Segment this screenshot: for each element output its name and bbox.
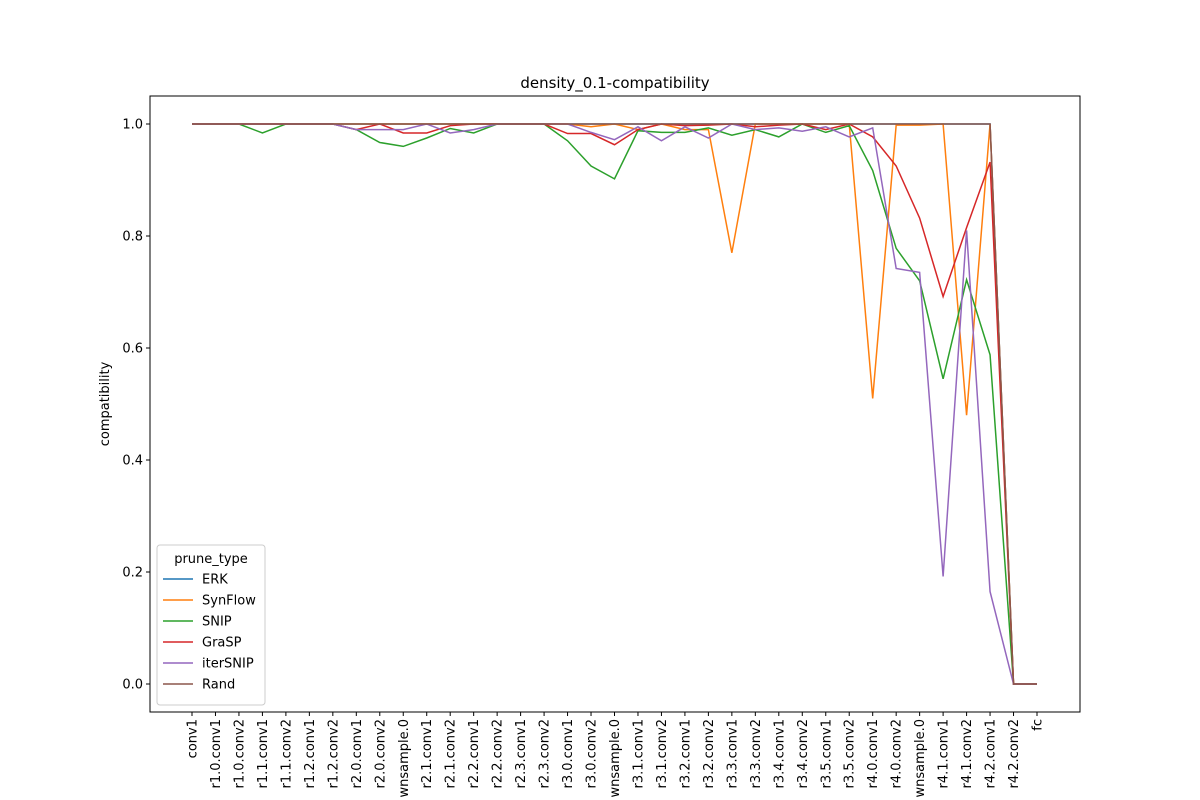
x-tick-label: wnsample.0 [913, 719, 928, 798]
x-tick-label: r1.1.conv2 [279, 719, 294, 788]
x-tick-label: r4.1.conv1 [937, 719, 952, 788]
x-tick-label: r1.2.conv1 [303, 719, 318, 788]
x-tick-label: r3.4.conv2 [796, 719, 811, 788]
y-tick-label: 1.0 [122, 118, 143, 133]
series-line [192, 123, 1037, 685]
x-tick-label: r3.3.conv2 [749, 719, 764, 788]
x-tick-label: r1.2.conv2 [326, 719, 341, 788]
x-tick-label: conv1 [186, 719, 201, 758]
x-tick-label: r3.0.conv2 [585, 719, 600, 788]
legend-label: iterSNIP [202, 657, 254, 672]
x-tick-label: r3.2.conv1 [678, 719, 693, 788]
chart-title: density_0.1-compatibility [520, 74, 709, 93]
x-tick-label: r2.0.conv1 [350, 719, 365, 788]
x-tick-label: r4.1.conv2 [960, 719, 975, 788]
x-tick-label: r3.4.conv1 [772, 719, 787, 788]
series-line [192, 123, 1037, 685]
series-line [192, 123, 1037, 685]
y-tick-label: 0.6 [122, 342, 143, 357]
x-tick-label: r4.0.conv1 [866, 719, 881, 788]
x-tick-label: r4.2.conv2 [1007, 719, 1022, 788]
series-line [192, 123, 1037, 685]
legend-box [156, 544, 266, 706]
legend-label: Rand [202, 678, 235, 693]
x-tick-label: wnsample.0 [608, 719, 623, 798]
legend-label: GraSP [202, 636, 242, 651]
x-tick-label: r2.3.conv2 [538, 719, 553, 788]
x-tick-label: r3.1.conv1 [631, 719, 646, 788]
legend-label: ERK [202, 573, 228, 588]
x-tick-label: r3.3.conv1 [725, 719, 740, 788]
x-tick-label: r1.0.conv1 [209, 719, 224, 788]
x-tick-label: r4.2.conv1 [984, 719, 999, 788]
y-tick-label: 0.2 [122, 566, 143, 581]
x-tick-label: r1.0.conv2 [232, 719, 247, 788]
x-tick-label: r3.0.conv1 [561, 719, 576, 788]
x-tick-label: r1.1.conv1 [256, 719, 271, 788]
y-tick-label: 0.4 [122, 454, 143, 469]
legend-label: SynFlow [202, 594, 256, 609]
x-tick-label: wnsample.0 [397, 719, 412, 798]
x-tick-label: r2.2.conv2 [491, 719, 506, 788]
series-line [192, 123, 1037, 685]
legend-label: SNIP [202, 615, 232, 630]
legend-title: prune_type [174, 552, 248, 567]
x-tick-label: fc [1031, 719, 1046, 731]
series-line [192, 123, 1037, 685]
legend: prune_type ERK SynFlow SNIP GraSP iterSNIP Ran… [156, 544, 266, 706]
x-tick-label: r3.1.conv2 [655, 719, 670, 788]
x-tick-label: r3.5.conv1 [819, 719, 834, 788]
x-tick-label: r4.0.conv2 [890, 719, 905, 788]
x-tick-label: r3.2.conv2 [702, 719, 717, 788]
y-axis-label: compatibility [98, 361, 113, 446]
x-tick-label: r2.1.conv1 [420, 719, 435, 788]
x-tick-label: r2.0.conv2 [373, 719, 388, 788]
x-tick-label: r3.5.conv2 [843, 719, 858, 788]
x-tick-label: r2.1.conv2 [444, 719, 459, 788]
y-tick-label: 0.0 [122, 678, 143, 693]
x-tick-label: r2.2.conv1 [467, 719, 482, 788]
plot-frame [149, 95, 1081, 713]
y-tick-label: 0.8 [122, 230, 143, 245]
x-tick-label: r2.3.conv1 [514, 719, 529, 788]
